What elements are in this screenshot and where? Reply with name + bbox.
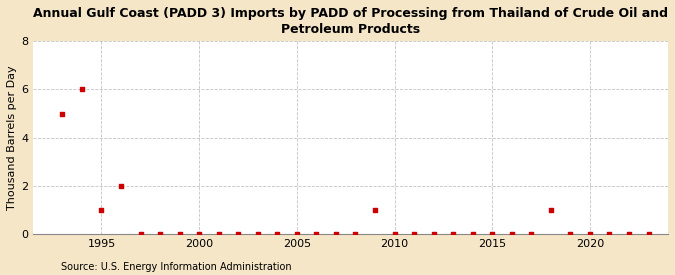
Point [565, 232, 576, 236]
Point [506, 232, 517, 236]
Point [604, 232, 615, 236]
Point [389, 232, 400, 236]
Y-axis label: Thousand Barrels per Day: Thousand Barrels per Day [7, 65, 17, 210]
Point [643, 232, 654, 236]
Point [585, 232, 595, 236]
Title: Annual Gulf Coast (PADD 3) Imports by PADD of Processing from Thailand of Crude : Annual Gulf Coast (PADD 3) Imports by PA… [33, 7, 668, 36]
Point [408, 232, 419, 236]
Point [213, 232, 224, 236]
Point [76, 87, 87, 92]
Point [233, 232, 244, 236]
Point [57, 111, 68, 116]
Point [350, 232, 361, 236]
Point [467, 232, 478, 236]
Point [370, 208, 381, 212]
Point [155, 232, 165, 236]
Point [448, 232, 458, 236]
Point [545, 208, 556, 212]
Point [96, 208, 107, 212]
Point [135, 232, 146, 236]
Point [428, 232, 439, 236]
Point [292, 232, 302, 236]
Point [311, 232, 322, 236]
Point [272, 232, 283, 236]
Point [487, 232, 497, 236]
Point [252, 232, 263, 236]
Point [624, 232, 634, 236]
Point [194, 232, 205, 236]
Point [115, 184, 126, 188]
Point [174, 232, 185, 236]
Point [331, 232, 342, 236]
Text: Source: U.S. Energy Information Administration: Source: U.S. Energy Information Administ… [61, 262, 292, 272]
Point [526, 232, 537, 236]
